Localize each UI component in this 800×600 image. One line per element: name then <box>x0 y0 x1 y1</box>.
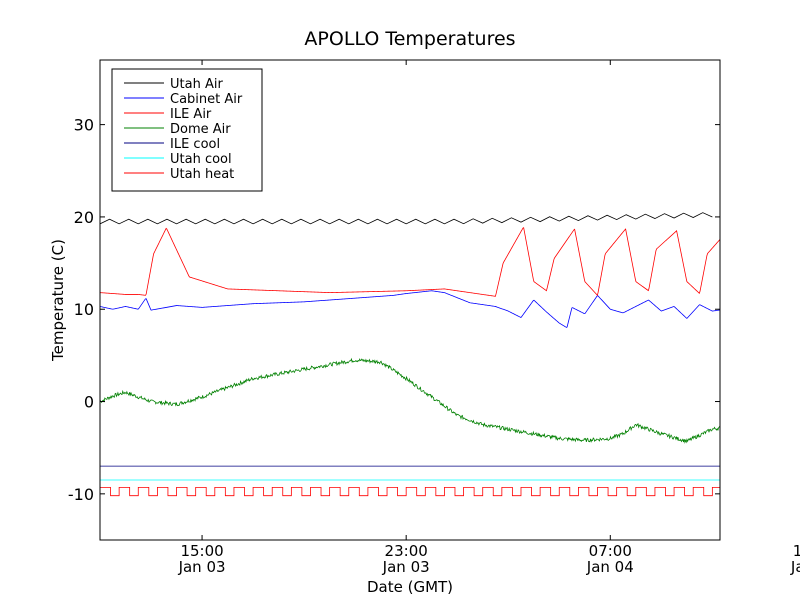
chart-title: APOLLO Temperatures <box>304 28 515 50</box>
y-axis: -10 0 10 20 30 <box>68 116 720 504</box>
y-tick-label: 10 <box>74 300 94 319</box>
series-line-ile-air <box>100 227 720 297</box>
x-tick-label: 23:00 <box>385 542 428 560</box>
x-axis-label: Date (GMT) <box>367 578 453 596</box>
series-line-cabinet-air <box>100 290 720 328</box>
y-tick-label: 0 <box>84 393 94 412</box>
legend-box <box>111 68 263 192</box>
x-tick-label: 07:00 <box>589 542 632 560</box>
y-tick-label: 30 <box>74 116 94 135</box>
plot-area-frame <box>99 59 721 541</box>
y-axis-label: Temperature (C) <box>49 239 67 362</box>
legend-label-dome-air: Dome Air <box>170 122 231 137</box>
legend-label-utah-air: Utah Air <box>170 77 223 92</box>
x-tick-date-label: Jan 03 <box>178 558 226 576</box>
legend-label-utah-heat: Utah heat <box>170 167 234 182</box>
series-line-utah-heat <box>100 486 720 497</box>
series-layer <box>100 212 720 497</box>
x-tick-label: 15:00 <box>793 542 800 560</box>
x-tick-label: 15:00 <box>180 542 223 560</box>
legend-label-ile-air: ILE Air <box>170 107 212 122</box>
x-tick-date-label: Jan 03 <box>382 558 430 576</box>
series-line-utah-air <box>100 212 713 225</box>
y-tick-label: 20 <box>74 208 94 227</box>
series-line-dome-air <box>100 357 720 444</box>
y-tick-label: -10 <box>68 485 94 504</box>
legend-label-cabinet-air: Cabinet Air <box>170 92 243 107</box>
x-tick-date-label: Jan 04 <box>586 558 634 576</box>
legend-label-utah-cool: Utah cool <box>170 152 232 167</box>
x-tick-date-label: Jan 04 <box>790 558 800 576</box>
legend-label-ile-cool: ILE cool <box>170 137 220 152</box>
